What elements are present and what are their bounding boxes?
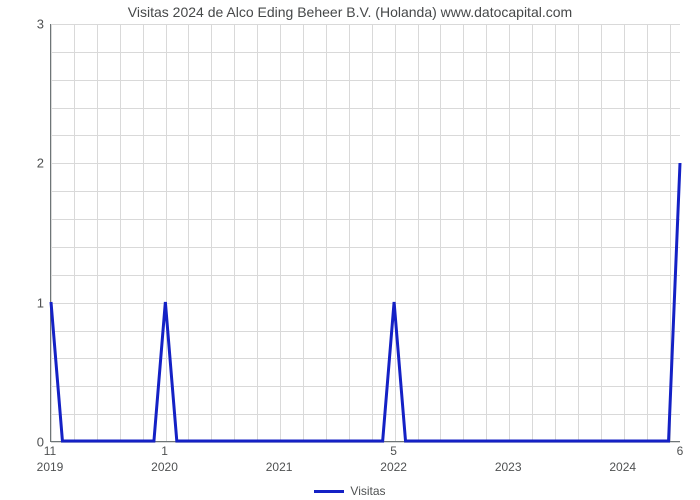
value-label: 11 (44, 444, 56, 458)
x-tick-label: 2021 (266, 460, 293, 474)
legend-swatch (314, 490, 344, 493)
chart-title: Visitas 2024 de Alco Eding Beheer B.V. (… (0, 4, 700, 20)
y-tick-label: 2 (4, 156, 44, 171)
chart: Visitas 2024 de Alco Eding Beheer B.V. (… (0, 0, 700, 500)
x-tick-label: 2024 (609, 460, 636, 474)
y-tick-label: 0 (4, 435, 44, 450)
line-series (51, 24, 680, 441)
value-label: 5 (390, 444, 397, 458)
plot-area (50, 24, 680, 442)
value-label: 6 (677, 444, 684, 458)
x-tick-label: 2023 (495, 460, 522, 474)
x-tick-label: 2022 (380, 460, 407, 474)
x-tick-label: 2019 (37, 460, 64, 474)
y-tick-label: 1 (4, 295, 44, 310)
y-tick-label: 3 (4, 17, 44, 32)
legend: Visitas (0, 483, 700, 498)
value-label: 1 (161, 444, 168, 458)
x-tick-label: 2020 (151, 460, 178, 474)
legend-label: Visitas (350, 484, 385, 498)
